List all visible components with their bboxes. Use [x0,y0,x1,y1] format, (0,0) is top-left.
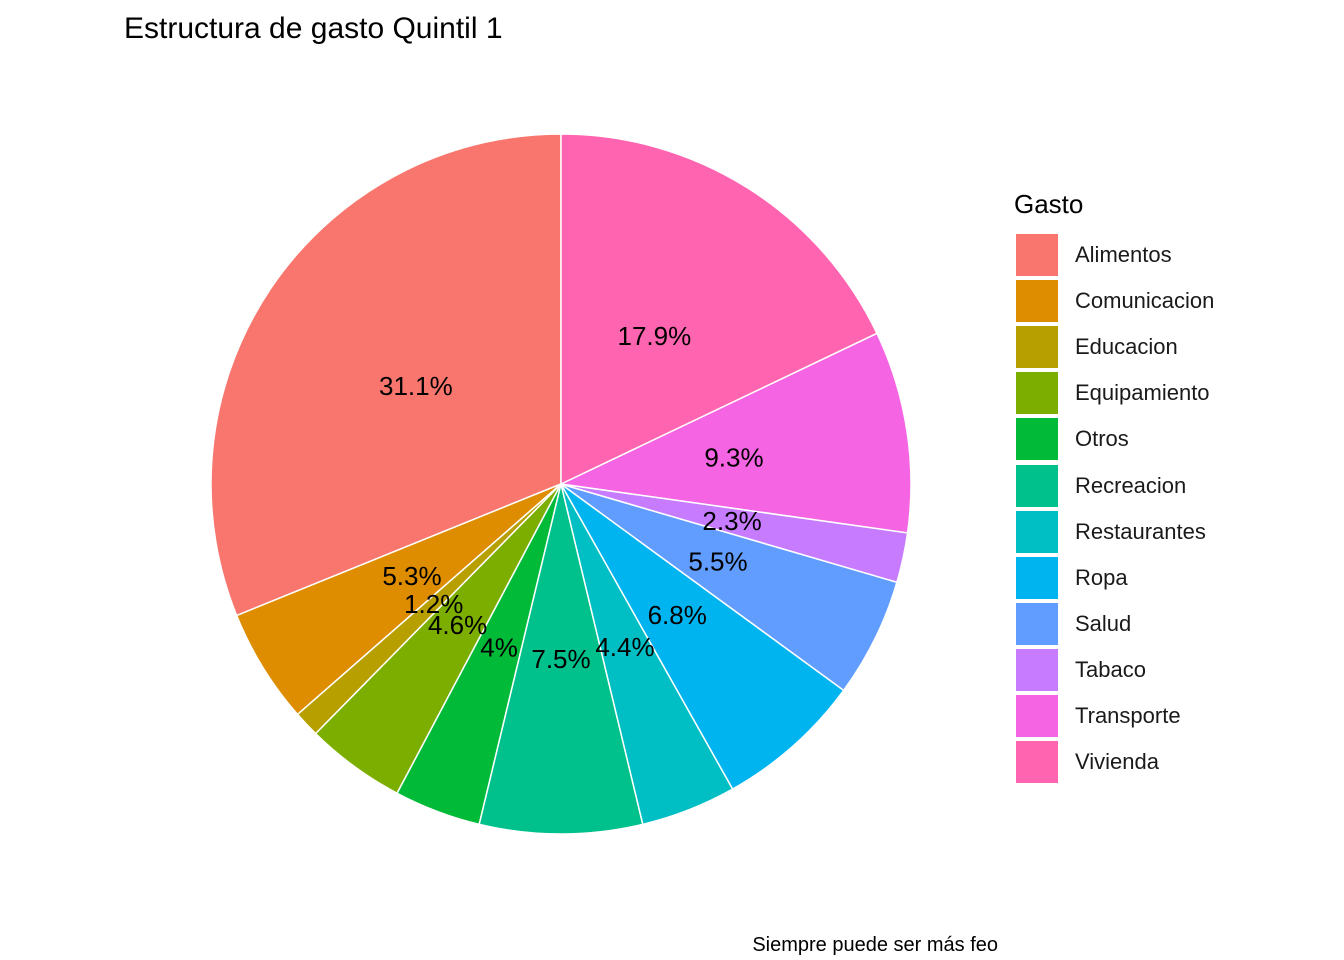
legend-item-otros: Otros [1014,416,1214,462]
pie-slice-recreacion [478,483,644,835]
pie-slice-ropa [560,483,845,791]
legend-label-otros: Otros [1075,426,1129,452]
pie-slice-vivienda [560,133,878,486]
legend-label-transporte: Transporte [1075,702,1181,728]
legend-key-tabaco [1016,648,1058,691]
legend-key-vivienda [1016,741,1058,784]
pie-slice-alimentos [210,133,562,617]
slice-label-tabaco: 2.3% [702,506,761,536]
legend-label-recreacion: Recreacion [1075,472,1187,498]
legend-items: Alimentos Comunicacion Educacion Equipamien… [1014,232,1214,785]
legend-key-transporte [1016,694,1058,737]
legend-label-vivienda: Vivienda [1075,749,1159,775]
slice-label-vivienda: 17.9% [618,321,692,351]
chart-title: Estructura de gasto Quintil 1 [124,12,503,45]
legend-label-comunicacion: Comunicacion [1075,288,1215,314]
legend-item-comunicacion: Comunicacion [1014,278,1214,324]
legend-key-educacion [1016,326,1058,369]
pie-slice-labels: 31.1% 5.3%1.2%4.6%4% 7.5% 4.4%6.8% 5.5% 2.3% 9… [379,321,764,674]
chart-caption: Siempre puede ser más feo [752,934,998,956]
legend-key-ropa [1016,556,1058,599]
legend-item-recreacion: Recreacion [1014,462,1214,508]
legend-label-equipamiento: Equipamiento [1075,380,1210,406]
legend-item-alimentos: Alimentos [1014,232,1214,278]
slice-label-transporte: 9.3% [704,442,763,472]
legend-key-salud [1016,602,1058,645]
legend-item-restaurantes: Restaurantes [1014,509,1214,555]
legend-key-equipamiento [1016,372,1058,415]
legend-item-equipamiento: Equipamiento [1014,370,1214,416]
legend-item-salud: Salud [1014,601,1214,647]
pie-slices [210,133,912,835]
legend-key-comunicacion [1016,280,1058,323]
legend-key-otros [1016,418,1058,461]
slice-label-recreacion: 7.5% [531,644,590,674]
legend-item-vivienda: Vivienda [1014,739,1214,785]
slice-label-alimentos: 31.1% [379,371,453,401]
slice-label-otros: 4% [480,633,518,663]
legend-label-restaurantes: Restaurantes [1075,518,1206,544]
legend-key-restaurantes [1016,510,1058,553]
slice-label-restaurantes: 4.4% [595,632,654,662]
slice-label-salud: 5.5% [688,546,747,576]
legend-item-tabaco: Tabaco [1014,647,1214,693]
slice-label-equipamiento: 4.6% [428,610,487,640]
pie-slice-transporte [558,332,912,534]
legend-label-salud: Salud [1075,610,1132,636]
legend-label-tabaco: Tabaco [1075,656,1146,682]
legend-key-alimentos [1016,234,1058,277]
slice-label-ropa: 6.8% [648,600,707,630]
legend-item-transporte: Transporte [1014,693,1214,739]
legend: Gasto Alimentos Comunicacion Educacion Equi… [1014,186,1214,785]
legend-item-educacion: Educacion [1014,324,1214,370]
slice-label-comunicacion: 5.3% [382,561,441,591]
legend-key-recreacion [1016,464,1058,507]
legend-label-educacion: Educacion [1075,334,1178,360]
legend-label-alimentos: Alimentos [1075,242,1172,268]
legend-title: Gasto [1014,189,1084,219]
legend-label-ropa: Ropa [1075,564,1128,590]
legend-item-ropa: Ropa [1014,555,1214,601]
slice-label-educacion: 1.2% [404,589,463,619]
